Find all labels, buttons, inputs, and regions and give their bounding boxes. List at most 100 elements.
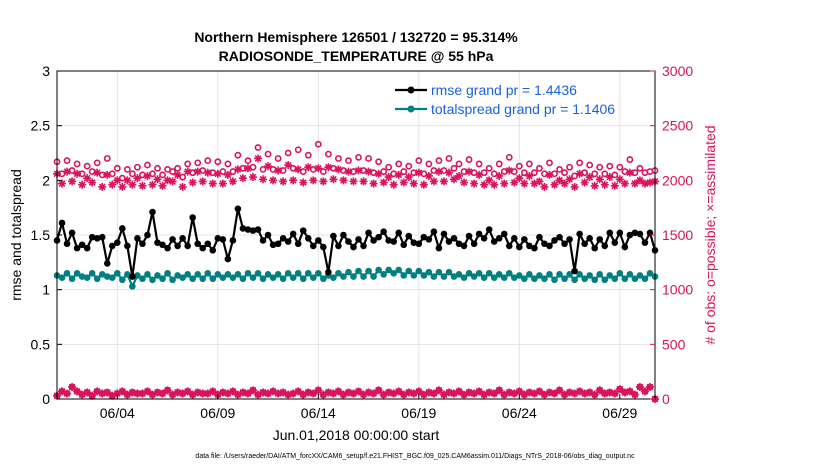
obs-assimilated-marker [113, 176, 122, 185]
obs-assimilated-low-marker [590, 390, 599, 399]
obs-possible-marker [254, 144, 262, 151]
totalspread-point [531, 275, 538, 283]
obs-possible-marker [269, 165, 277, 173]
totalspread-point [385, 266, 392, 274]
obs-assimilated-marker [490, 180, 499, 189]
rmse-point [209, 247, 217, 254]
x-tick-label: 06/24 [502, 405, 537, 421]
obs-assimilated-marker [133, 174, 142, 183]
totalspread-point [174, 272, 181, 279]
totalspread-point [194, 271, 202, 278]
totalspread-point [425, 268, 433, 276]
obs-assimilated-marker [83, 174, 92, 183]
rmse-point [531, 244, 538, 252]
obs-possible-marker [264, 150, 272, 158]
obs-assimilated-low-marker [369, 389, 378, 398]
rmse-point [229, 237, 237, 244]
obs-assimilated-low-marker [389, 389, 398, 398]
totalspread-point [103, 273, 111, 280]
obs-assimilated-low-marker [465, 388, 474, 397]
obs-assimilated-low-marker [208, 387, 217, 396]
obs-assimilated-marker [354, 166, 363, 175]
chart-title-line1: Northern Hemisphere 126501 / 132720 = 95… [194, 29, 518, 45]
totalspread-point [571, 276, 578, 284]
obs-assimilated-marker [173, 170, 182, 179]
obs-assimilated-marker [610, 181, 619, 190]
x-tick-label: 06/14 [301, 405, 336, 421]
obs-possible-marker [184, 160, 192, 168]
obs-assimilated-marker [143, 171, 152, 180]
totalspread-point [601, 276, 609, 284]
rmse-point [289, 230, 297, 238]
obs-assimilated-low-marker [88, 391, 97, 400]
obs-assimilated-marker [88, 178, 97, 187]
rmse-point [93, 234, 101, 242]
totalspread-point [284, 269, 292, 277]
rmse-point [119, 225, 126, 232]
obs-assimilated-low-marker [359, 390, 368, 399]
obs-assimilated-low-marker [228, 387, 237, 396]
obs-possible-marker [93, 159, 101, 167]
obs-possible-marker [123, 165, 131, 173]
y-axis-label-right: # of obs: o=possible; ×=assimilated [702, 125, 718, 344]
obs-assimilated-marker [495, 171, 504, 180]
rmse-point [114, 239, 121, 246]
obs-assimilated-marker [279, 177, 288, 186]
totalspread-point [204, 269, 212, 277]
totalspread-point [254, 269, 262, 277]
rmse-point [601, 242, 609, 250]
totalspread-point [355, 267, 362, 275]
obs-possible-marker [108, 170, 116, 178]
obs-assimilated-marker [585, 173, 594, 182]
obs-assimilated-low-marker [404, 388, 413, 397]
obs-assimilated-marker [570, 182, 579, 191]
obs-possible-marker [430, 167, 438, 174]
totalspread-point [149, 276, 156, 284]
totalspread-point [410, 272, 418, 279]
obs-assimilated-low-marker [434, 386, 443, 395]
rmse-point [636, 230, 644, 238]
obs-assimilated-marker [404, 173, 413, 182]
obs-assimilated-low-marker [329, 389, 338, 398]
totalspread-point [636, 272, 644, 279]
rmse-point [204, 240, 212, 248]
obs-assimilated-marker [359, 177, 368, 186]
obs-possible-marker [159, 171, 166, 179]
obs-assimilated-marker [269, 176, 278, 185]
obs-assimilated-marker [319, 177, 328, 186]
totalspread-point [189, 275, 196, 283]
rmse-point [505, 242, 513, 250]
obs-assimilated-marker [540, 182, 549, 191]
rmse-point [480, 234, 488, 242]
obs-possible-marker [329, 164, 337, 172]
totalspread-point [244, 269, 252, 277]
obs-assimilated-marker [203, 168, 212, 177]
obs-assimilated-low-marker [424, 388, 433, 397]
obs-assimilated-marker [525, 171, 534, 180]
obs-assimilated-marker [409, 179, 418, 188]
obs-assimilated-low-marker [254, 390, 263, 399]
obs-assimilated-marker [63, 167, 72, 176]
rmse-point [410, 239, 418, 246]
obs-assimilated-marker [419, 180, 428, 189]
totalspread-point [144, 271, 151, 278]
obs-possible-marker [390, 170, 398, 178]
totalspread-point [541, 275, 548, 283]
totalspread-point [304, 269, 312, 277]
obs-assimilated-low-marker [294, 387, 303, 396]
obs-assimilated-low-marker [173, 388, 182, 397]
obs-assimilated-marker [414, 168, 423, 177]
totalspread-point [294, 269, 302, 277]
obs-possible-marker [606, 162, 614, 170]
obs-assimilated-marker [248, 173, 257, 182]
rmse-point [58, 219, 66, 227]
y-tick-label-left: 3 [42, 63, 50, 79]
obs-assimilated-marker [289, 176, 298, 185]
totalspread-point [490, 274, 498, 281]
obs-assimilated-low-marker [460, 390, 469, 399]
rmse-point [556, 233, 563, 241]
obs-assimilated-low-marker [625, 387, 634, 396]
obs-assimilated-marker [334, 165, 343, 174]
rmse-point [345, 238, 352, 245]
rmse-point [561, 240, 568, 248]
